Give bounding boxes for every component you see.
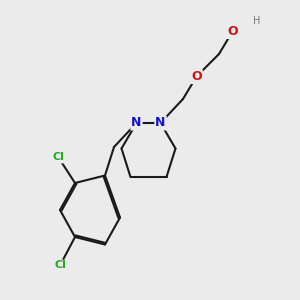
Text: N: N: [155, 116, 166, 130]
Text: O: O: [191, 70, 202, 83]
Text: O: O: [227, 25, 238, 38]
Text: Cl: Cl: [54, 260, 66, 271]
Text: Cl: Cl: [52, 152, 64, 163]
Text: H: H: [253, 16, 260, 26]
Text: N: N: [131, 116, 142, 130]
